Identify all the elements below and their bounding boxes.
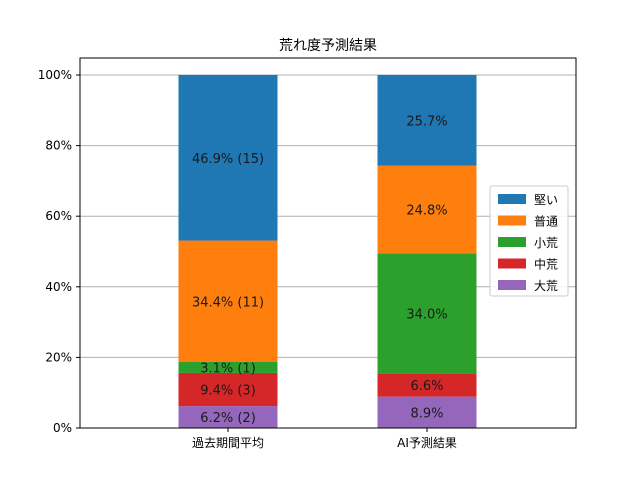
bar-segment xyxy=(178,361,278,373)
bar-segment xyxy=(178,406,278,428)
legend-label: 大荒 xyxy=(534,279,558,293)
data-label: 9.4% (3) xyxy=(200,384,256,399)
legend-swatch xyxy=(498,258,526,269)
x-tick-label: 過去期間平均 xyxy=(192,436,264,450)
y-tick-label: 100% xyxy=(38,68,72,82)
x-axis: 過去期間平均 AI予測結果 xyxy=(192,428,457,450)
bar-segment xyxy=(377,253,477,374)
x-tick-label: AI予測結果 xyxy=(397,436,457,450)
bar-segment xyxy=(178,240,278,362)
y-tick-label: 60% xyxy=(45,209,72,223)
data-label: 8.9% xyxy=(410,406,443,421)
bar-segment xyxy=(377,373,477,397)
legend-swatch xyxy=(498,215,526,226)
legend-swatch xyxy=(498,237,526,247)
legend-label: 普通 xyxy=(534,215,558,229)
bar-segment xyxy=(377,396,477,428)
y-axis: 0% 20% 40% 60% 80% 100% xyxy=(38,68,80,435)
y-tick-label: 20% xyxy=(45,350,72,364)
bars: 6.2% (2) 9.4% (3) 3.1% (1) 34.4% (11) 46.9% … xyxy=(178,75,477,428)
legend-swatch xyxy=(498,194,526,204)
bar-segment xyxy=(377,75,477,166)
data-label: 46.9% (15) xyxy=(192,152,264,167)
data-label: 3.1% (1) xyxy=(200,361,256,376)
data-label: 34.0% xyxy=(406,307,447,322)
data-label: 34.4% (11) xyxy=(192,295,264,310)
data-label: 6.6% xyxy=(410,379,443,394)
legend-label: 堅い xyxy=(534,193,558,207)
y-tick-label: 40% xyxy=(45,280,72,294)
y-tick-label: 0% xyxy=(53,421,72,435)
data-label: 6.2% (2) xyxy=(200,411,256,426)
legend-swatch xyxy=(498,280,526,290)
chart-title: 荒れ度予測結果 xyxy=(279,38,377,54)
bar-segment xyxy=(178,75,278,241)
y-tick-label: 80% xyxy=(45,139,72,153)
legend-label: 中荒 xyxy=(534,257,558,272)
data-label: 24.8% xyxy=(406,203,447,218)
plot-frame xyxy=(79,57,577,429)
legend-label: 小荒 xyxy=(534,236,558,250)
bar-segment xyxy=(178,372,278,407)
data-label: 25.7% xyxy=(406,114,447,129)
bar-segment xyxy=(377,165,477,254)
